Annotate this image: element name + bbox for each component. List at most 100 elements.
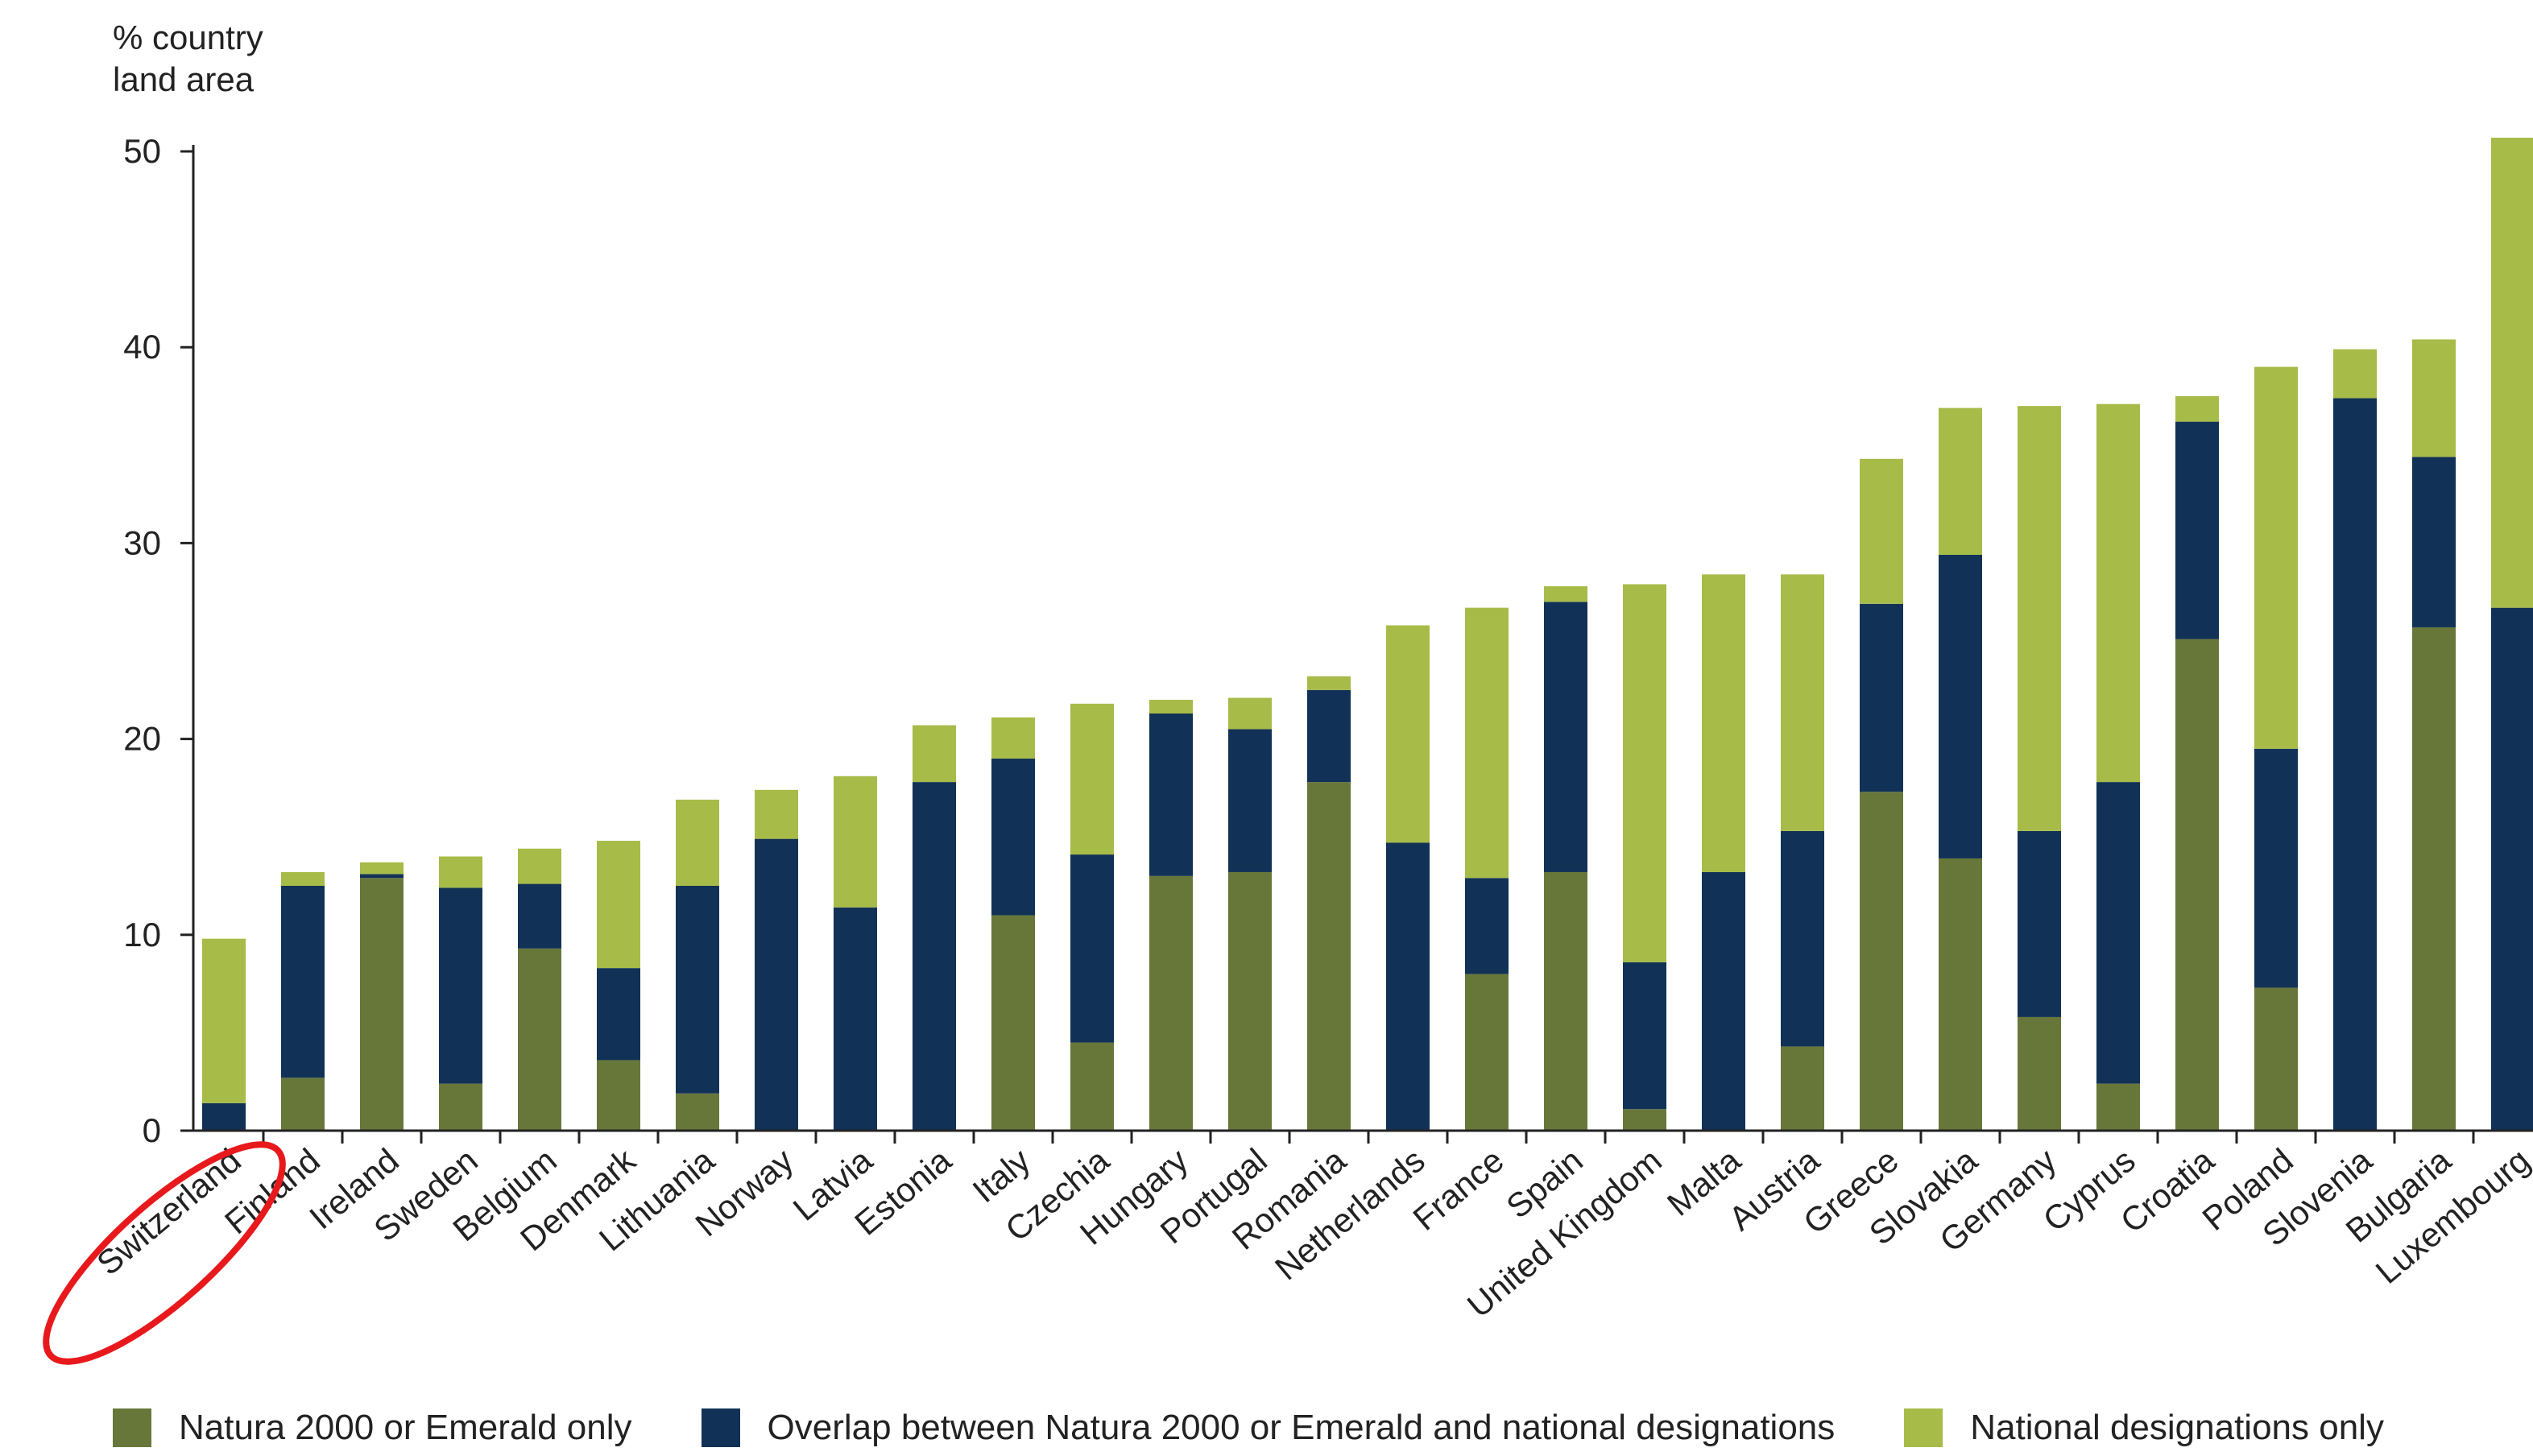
- bar-segment-portugal-series-1: [1228, 729, 1272, 872]
- bar-segment-germany-series-0: [2018, 1016, 2061, 1131]
- y-tick-label-10: 10: [123, 916, 161, 953]
- bar-segment-ireland-series-2: [360, 862, 404, 875]
- bar-segment-netherlands-series-1: [1386, 842, 1430, 1131]
- legend-swatch-overlap: [701, 1408, 740, 1447]
- bar-segment-romania-series-2: [1307, 676, 1351, 690]
- bar-segment-belgium-series-1: [518, 883, 561, 949]
- bar-segment-cyprus-series-2: [2096, 403, 2140, 783]
- bar-segment-spain-series-1: [1544, 602, 1587, 872]
- bar-segment-portugal-series-0: [1228, 871, 1272, 1131]
- bar-segment-cyprus-series-0: [2096, 1083, 2140, 1131]
- bar-segment-portugal-series-2: [1228, 697, 1272, 730]
- bar-segment-ireland-series-0: [360, 878, 404, 1131]
- bar-segment-sweden-series-0: [439, 1083, 482, 1131]
- bar-segment-malta-series-2: [1702, 574, 1745, 872]
- bar-segment-lithuania-series-1: [676, 886, 719, 1094]
- bar-segment-poland-series-2: [2254, 366, 2298, 749]
- y-axis-label-line-2: land area: [113, 60, 255, 98]
- legend-label-overlap: Overlap between Natura 2000 or Emerald a…: [767, 1408, 1836, 1447]
- bar-segment-austria-series-2: [1781, 574, 1824, 831]
- bar-segment-romania-series-0: [1307, 782, 1351, 1131]
- legend-label-natura-only: Natura 2000 or Emerald only: [179, 1408, 632, 1447]
- bar-segment-france-series-2: [1465, 607, 1509, 879]
- bar-segment-united-kingdom-series-2: [1623, 584, 1666, 962]
- bar-segment-slovakia-series-0: [1939, 858, 1982, 1131]
- bar-segment-sweden-series-1: [439, 887, 482, 1084]
- y-tick-label-0: 0: [143, 1111, 161, 1149]
- highlight-circle: [43, 1141, 286, 1365]
- bar-segment-slovenia-series-2: [2333, 349, 2377, 399]
- bar-segment-lithuania-series-2: [676, 799, 719, 886]
- bar-segment-greece-series-2: [1860, 458, 1903, 604]
- bar-segment-czechia-series-0: [1070, 1042, 1114, 1131]
- bar-segment-denmark-series-2: [597, 841, 640, 969]
- bar-segment-united-kingdom-series-1: [1623, 962, 1666, 1110]
- bar-segment-germany-series-1: [2018, 830, 2061, 1017]
- bar-segment-ireland-series-1: [360, 874, 404, 879]
- bar-segment-slovakia-series-1: [1939, 554, 1982, 858]
- bar-segment-croatia-series-2: [2175, 396, 2219, 422]
- bar-segment-united-kingdom-series-0: [1623, 1109, 1666, 1131]
- bar-segment-poland-series-0: [2254, 987, 2298, 1131]
- bar-segment-denmark-series-0: [597, 1060, 640, 1131]
- bar-segment-sweden-series-2: [439, 856, 482, 888]
- legend-label-national-only: National designations only: [1970, 1408, 2384, 1447]
- bar-segment-estonia-series-1: [913, 782, 956, 1131]
- bar-segment-spain-series-0: [1544, 871, 1587, 1131]
- legend-swatch-national-only: [1904, 1408, 1943, 1447]
- bar-segment-slovakia-series-2: [1939, 407, 1982, 555]
- x-tick-labels: SwitzerlandFinlandIrelandSwedenBelgiumDe…: [89, 1140, 2533, 1325]
- bar-segment-czechia-series-1: [1070, 854, 1114, 1043]
- bar-segment-lithuania-series-0: [676, 1093, 719, 1131]
- bar-segment-belgium-series-0: [518, 948, 561, 1131]
- bar-segment-norway-series-2: [755, 789, 798, 839]
- bar-segment-switzerland-series-2: [202, 938, 246, 1103]
- bar-segment-latvia-series-2: [834, 776, 877, 908]
- legend-swatch-natura-only: [113, 1408, 151, 1447]
- bars-group: [202, 137, 2533, 1131]
- bar-segment-spain-series-2: [1544, 585, 1587, 602]
- bar-segment-bulgaria-series-2: [2412, 339, 2456, 457]
- legend: Natura 2000 or Emerald only Overlap betw…: [113, 1408, 2453, 1448]
- y-tick-label-50: 50: [123, 132, 161, 170]
- bar-segment-france-series-1: [1465, 878, 1509, 974]
- y-axis-label-line-1: % country: [113, 19, 263, 56]
- y-tick-label-20: 20: [123, 720, 161, 758]
- bar-segment-croatia-series-0: [2175, 639, 2219, 1131]
- bar-segment-romania-series-1: [1307, 689, 1351, 783]
- bar-segment-poland-series-1: [2254, 748, 2298, 988]
- bar-segment-czechia-series-2: [1070, 703, 1114, 855]
- bar-segment-austria-series-1: [1781, 830, 1824, 1047]
- bar-segment-hungary-series-0: [1149, 875, 1193, 1131]
- bar-segment-finland-series-0: [281, 1078, 325, 1131]
- bar-segment-switzerland-series-1: [202, 1102, 246, 1131]
- y-tick-label-40: 40: [123, 328, 161, 366]
- bar-segment-netherlands-series-2: [1386, 625, 1430, 843]
- bar-segment-bulgaria-series-0: [2412, 627, 2456, 1131]
- axes-group: 0 10 20 30 40 50: [123, 132, 2533, 1149]
- bar-segment-germany-series-2: [2018, 406, 2061, 831]
- bar-segment-italy-series-1: [991, 758, 1035, 916]
- bar-segment-italy-series-0: [991, 915, 1035, 1131]
- legend-item-natura-only: Natura 2000 or Emerald only: [113, 1408, 632, 1448]
- x-tick-label-france: France: [1405, 1141, 1510, 1238]
- bar-segment-cyprus-series-1: [2096, 782, 2140, 1084]
- y-tick-label-30: 30: [123, 523, 161, 561]
- bar-segment-latvia-series-1: [834, 907, 877, 1131]
- bar-segment-france-series-0: [1465, 974, 1509, 1131]
- bar-segment-greece-series-0: [1860, 792, 1903, 1131]
- bar-segment-croatia-series-1: [2175, 421, 2219, 639]
- bar-segment-luxembourg-series-1: [2491, 607, 2533, 1131]
- bar-segment-slovenia-series-1: [2333, 398, 2377, 1131]
- bar-segment-denmark-series-1: [597, 968, 640, 1061]
- bar-segment-estonia-series-2: [913, 725, 956, 783]
- legend-item-national-only: National designations only: [1904, 1408, 2384, 1448]
- bar-segment-malta-series-1: [1702, 871, 1745, 1131]
- bar-segment-greece-series-1: [1860, 603, 1903, 792]
- legend-item-overlap: Overlap between Natura 2000 or Emerald a…: [701, 1408, 1836, 1448]
- bar-segment-luxembourg-series-2: [2491, 137, 2533, 608]
- bar-segment-hungary-series-1: [1149, 713, 1193, 876]
- bar-segment-hungary-series-2: [1149, 699, 1193, 714]
- bar-segment-italy-series-2: [991, 717, 1035, 759]
